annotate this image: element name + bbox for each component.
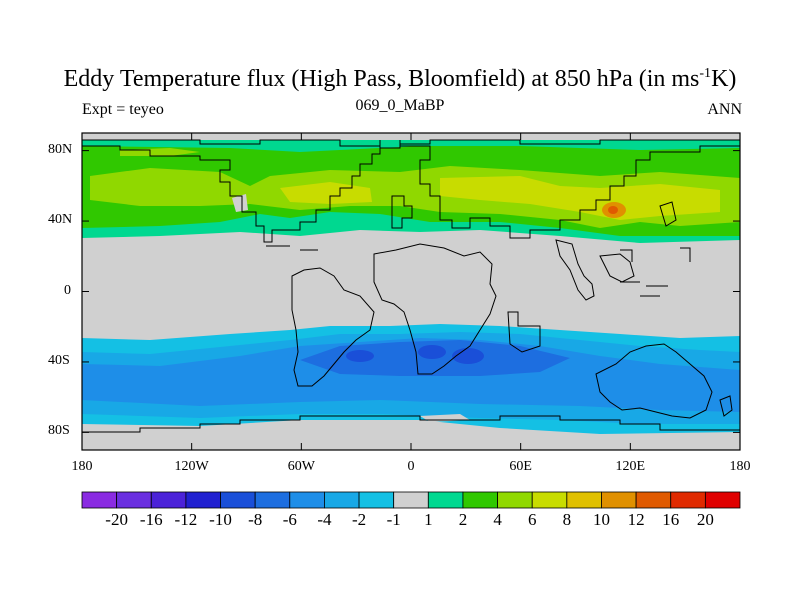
flux-field	[82, 140, 740, 434]
antarctica-coast	[82, 415, 740, 433]
coastlines	[82, 139, 741, 433]
colorbar-box	[393, 491, 429, 509]
greenland-coast	[379, 140, 401, 149]
colorbar-box	[704, 491, 741, 509]
nh-gray-notch	[232, 194, 248, 212]
colorbar-box	[116, 491, 152, 509]
colorbar-box	[566, 491, 602, 509]
colorbar-label: 4	[493, 510, 502, 529]
colorbar-box	[220, 491, 256, 509]
colorbar-box	[427, 491, 464, 509]
india-coast	[555, 239, 595, 301]
colorbar-box	[670, 491, 706, 509]
indonesia-islands	[620, 281, 668, 297]
lat-label: 0	[64, 282, 71, 298]
colorbar-label: -2	[351, 510, 367, 529]
colorbar-label: 16	[662, 510, 680, 529]
experiment-label: Expt = teyeo	[82, 101, 164, 118]
colorbar-box	[635, 491, 672, 509]
colorbar-box	[185, 491, 221, 509]
south-america-coast	[291, 267, 375, 387]
colorbar-box	[289, 491, 325, 509]
sh-core-2	[452, 348, 484, 364]
sh-core-1	[418, 345, 446, 359]
lat-label: 80N	[48, 141, 73, 157]
colorbar-box	[531, 491, 568, 509]
africa-coast	[373, 243, 497, 375]
colorbar-label: 1	[424, 510, 433, 529]
colorbar-label: 12	[627, 510, 645, 529]
colorbar-label: -12	[174, 510, 198, 529]
colorbar-label: -8	[248, 510, 263, 529]
colorbar-box	[150, 491, 187, 509]
axis-ticks	[81, 133, 741, 450]
colorbar-box	[324, 491, 360, 509]
sh-core-3	[346, 350, 374, 362]
colorbar-label: 20	[696, 510, 714, 529]
lat-label: 40N	[48, 212, 73, 228]
colorbar-label: -6	[282, 510, 297, 529]
colorbar-box	[497, 491, 533, 509]
colorbar-label: -10	[209, 510, 232, 529]
chart-title: Eddy Temperature flux (High Pass, Bloomf…	[63, 66, 737, 92]
colorbar-label: 8	[562, 510, 572, 529]
caribbean-islands	[266, 245, 318, 251]
lon-label: 180	[71, 459, 93, 474]
eurasia-coast	[399, 139, 741, 239]
colorbar-label: -4	[317, 510, 332, 529]
lat-label: 80S	[48, 423, 70, 439]
nh-band-yellow	[440, 176, 720, 220]
lat-label: 40S	[48, 352, 70, 368]
colorbar-label: 2	[458, 510, 468, 529]
colorbar-label: -1	[386, 510, 401, 529]
lon-label: 60W	[287, 459, 315, 474]
east-asia-islands	[620, 247, 691, 262]
lon-label: 120E	[615, 459, 646, 474]
lon-label: 0	[407, 459, 415, 474]
new-zealand-coast	[719, 395, 733, 417]
colorbar-box	[462, 491, 498, 509]
colorbar-box	[358, 491, 395, 509]
colorbar	[81, 491, 741, 509]
season-label: ANN	[707, 101, 742, 118]
se-asia-coast	[599, 253, 635, 283]
nh-hotspot-core	[608, 206, 618, 214]
colorbar-box	[81, 491, 118, 509]
lon-label: 180	[729, 459, 751, 474]
japan-coast	[659, 201, 677, 227]
nh-band-lime	[90, 166, 740, 228]
europe-peninsulas	[391, 195, 413, 229]
case-label: 069_0_MaBP	[355, 97, 445, 114]
australia-coast	[595, 343, 713, 419]
colorbar-label: -20	[105, 510, 128, 529]
colorbar-label: 10	[592, 510, 610, 529]
colorbar-box	[601, 491, 637, 509]
madagascar-coast	[507, 311, 541, 353]
lon-label: 120W	[174, 459, 209, 474]
colorbar-label: 6	[527, 510, 537, 529]
lon-label: 60E	[509, 459, 532, 474]
colorbar-label: -16	[139, 510, 163, 529]
colorbar-box	[254, 491, 291, 509]
